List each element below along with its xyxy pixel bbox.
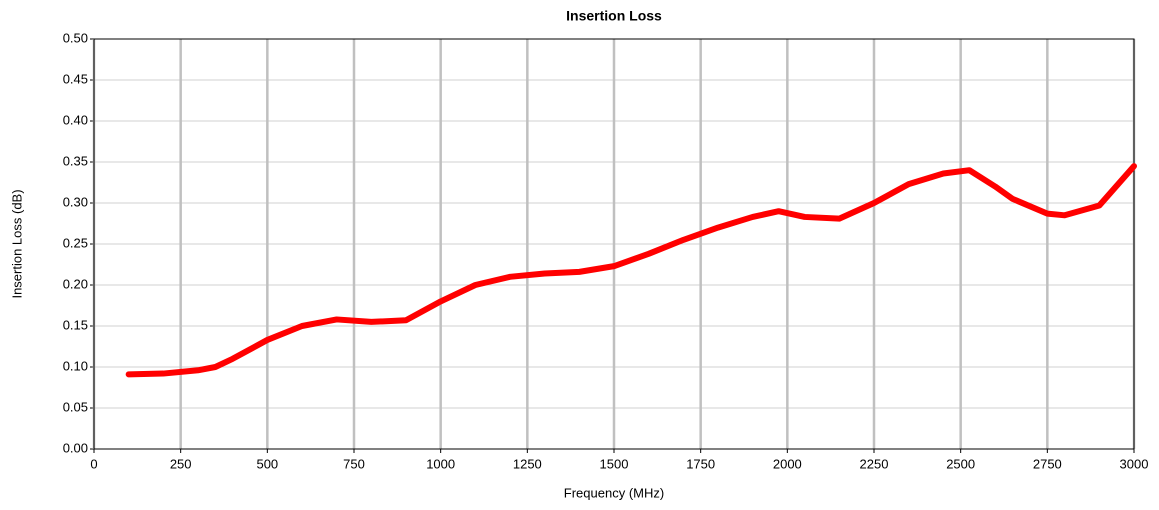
y-tick-label: 0.20 [63,276,88,291]
plot-frame [93,38,1135,450]
x-tick-label: 2000 [773,456,802,471]
x-tick-label: 2250 [860,456,889,471]
y-tick-label: 0.10 [63,358,88,373]
x-tick-label: 2750 [1033,456,1062,471]
chart-title: Insertion Loss [566,8,662,24]
y-tick-label: 0.40 [63,112,88,127]
y-tick-label: 0.45 [63,71,88,86]
y-tick-label: 0.50 [63,30,88,45]
data-line [125,163,1137,378]
x-tick-label: 1250 [513,456,542,471]
y-tick-label: 0.25 [63,235,88,250]
y-tick-label: 0.05 [63,399,88,414]
x-tick-label: 500 [256,456,278,471]
y-tick-label: 0.00 [63,440,88,455]
x-tick-label: 750 [343,456,365,471]
y-axis-label: Insertion Loss (dB) [9,189,24,298]
x-tick-label: 3000 [1120,456,1149,471]
y-tick-label: 0.15 [63,317,88,332]
x-tick-label: 1000 [426,456,455,471]
y-tick-label: 0.35 [63,153,88,168]
x-axis-label: Frequency (MHz) [564,485,664,500]
x-tick-label: 1500 [600,456,629,471]
y-tick-label: 0.30 [63,194,88,209]
x-tick-label: 2500 [946,456,975,471]
x-tick-label: 1750 [686,456,715,471]
x-tick-label: 0 [90,456,97,471]
x-tick-label: 250 [170,456,192,471]
